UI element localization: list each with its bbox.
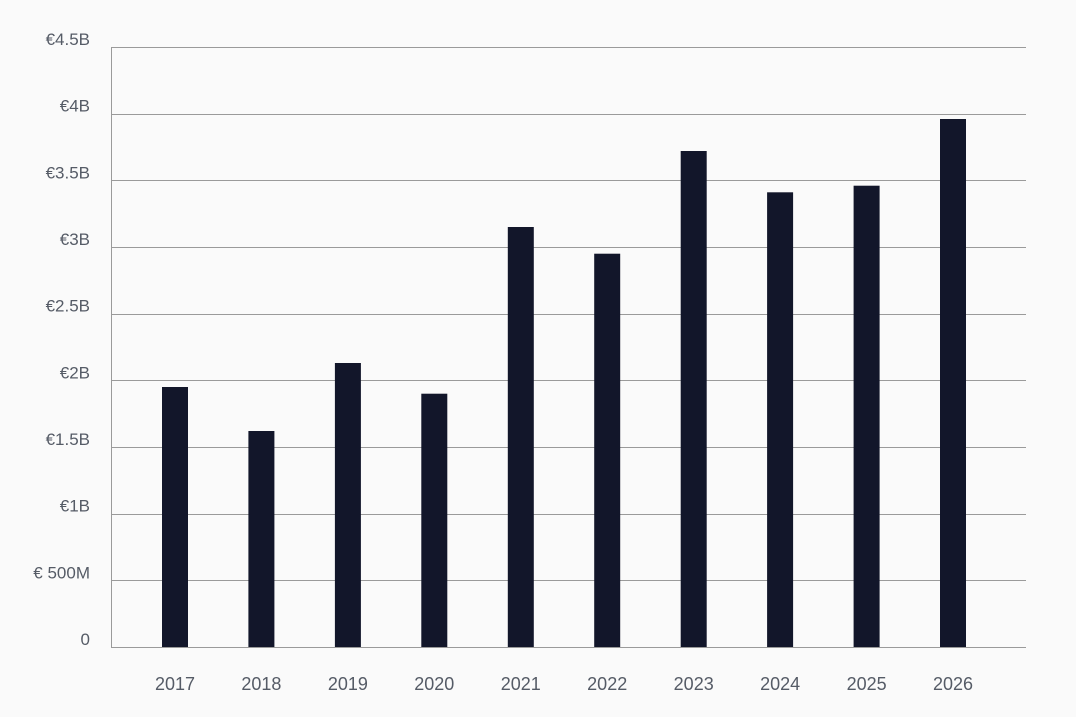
x-tick-label: 2026 (933, 674, 973, 694)
y-tick-label: €2.5B (46, 297, 90, 316)
x-tick-label: 2025 (847, 674, 887, 694)
bar-2022 (594, 253, 621, 647)
bar-2026 (940, 119, 966, 647)
bars (162, 119, 966, 648)
y-tick-label: €1.5B (46, 430, 90, 449)
bar-2019 (334, 363, 361, 647)
x-tick-label: 2023 (674, 674, 714, 694)
y-tick-label: 0 (81, 630, 90, 649)
bar-2023 (680, 151, 707, 647)
bar-2021 (507, 227, 534, 647)
x-tick-label: 2021 (501, 674, 541, 694)
y-tick-label: €3.5B (46, 163, 90, 182)
y-tick-label: € 500M (33, 563, 90, 582)
x-tick-label: 2022 (587, 674, 627, 694)
x-tick-label: 2019 (328, 674, 368, 694)
axes (111, 47, 1026, 648)
x-axis-tick-labels: 2017 2018 2019 2020 2021 2022 2023 2024 2025 2026 (155, 674, 973, 694)
x-tick-label: 2017 (155, 674, 195, 694)
y-tick-label: €4.5B (46, 30, 90, 49)
x-tick-label: 2024 (760, 674, 800, 694)
gridlines (111, 47, 1026, 581)
y-tick-label: €2B (60, 363, 90, 382)
x-tick-label: 2018 (241, 674, 281, 694)
x-tick-label: 2020 (414, 674, 454, 694)
bar-2020 (421, 393, 448, 647)
bar-2018 (248, 431, 275, 647)
y-tick-label: €4B (60, 97, 90, 116)
y-tick-label: €1B (60, 497, 90, 516)
bar-2025 (853, 185, 880, 647)
y-axis-tick-labels: 0 € 500M €1B €1.5B €2B €2.5B €3B €3.5B €4B €4.5B (33, 30, 90, 649)
bar-2024 (767, 192, 794, 648)
bar-2017 (162, 387, 188, 647)
y-tick-label: €3B (60, 230, 90, 249)
